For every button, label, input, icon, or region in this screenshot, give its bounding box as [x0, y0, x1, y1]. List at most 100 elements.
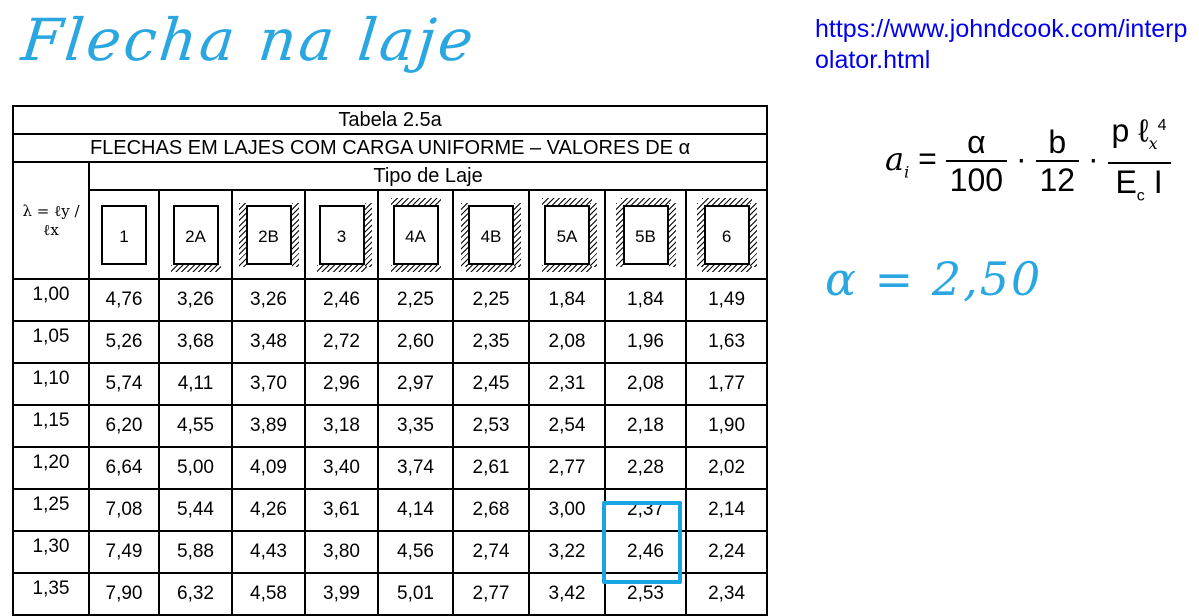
alpha-value: 2,45: [452, 362, 530, 406]
alpha-value: 3,00: [528, 488, 606, 532]
alpha-value: 4,55: [158, 404, 233, 448]
alpha-value: 2,14: [684, 488, 769, 532]
alpha-value: 4,58: [231, 572, 306, 616]
formula-equals: =: [918, 140, 937, 177]
fixed-edge-hatch: [364, 202, 372, 267]
alpha-value: 4,14: [377, 488, 454, 532]
alpha-value: 2,18: [604, 404, 687, 448]
table-row: 1,10 5,74 4,11 3,70 2,96 2,97 2,45 2,31 2,08 1,77: [12, 362, 769, 406]
alpha-value: 3,89: [231, 404, 306, 448]
table-row: 1,15 6,20 4,55 3,89 3,18 3,35 2,53 2,54 2,18 1,90: [12, 404, 769, 448]
alpha-value: 4,09: [231, 446, 306, 490]
fixed-edge-hatch: [749, 202, 757, 267]
alpha-value: 6,64: [88, 446, 160, 490]
lambda-header: λ = ℓy / ℓx: [12, 161, 90, 280]
alpha-value: 2,54: [528, 404, 606, 448]
slab-type-diagram: 5B: [615, 197, 676, 267]
formula-fraction-b: b 12: [1035, 124, 1080, 198]
slab-type-label: 3: [336, 226, 347, 246]
fixed-edge-hatch: [390, 197, 441, 205]
alpha-value: 5,00: [158, 446, 233, 490]
fixed-edge-hatch: [461, 202, 468, 267]
slab-type-diagram: 3: [316, 202, 372, 272]
alpha-value: 2,77: [452, 572, 530, 616]
lambda-value: 1,00: [12, 278, 90, 322]
slab-type-cell: 1: [88, 189, 160, 280]
alpha-value: 2,08: [528, 320, 606, 364]
alpha-value: 4,26: [231, 488, 306, 532]
slab-type-diagram: 2B: [238, 202, 299, 267]
slab-type-cell: 5A: [528, 189, 606, 280]
slab-type-diagram: 2A: [170, 204, 221, 272]
slab-type-label: 2A: [185, 226, 206, 246]
alpha-value: 3,42: [528, 572, 606, 616]
alpha-value: 2,24: [684, 530, 769, 574]
slab-type-label: 5A: [556, 226, 578, 246]
alpha-value: 1,77: [684, 362, 769, 406]
alpha-value: 3,35: [377, 404, 454, 448]
table-row: 1,30 7,49 5,88 4,43 3,80 4,56 2,74 3,22 2,46 2,24: [12, 530, 769, 574]
alpha-value: 5,74: [88, 362, 160, 406]
lambda-value: 1,20: [12, 446, 90, 490]
slab-type-header: Tipo de Laje: [87, 161, 769, 191]
alpha-value: 2,46: [304, 278, 379, 322]
slab-type-diagram: 1: [101, 204, 147, 265]
alpha-value: 2,46: [604, 530, 687, 574]
slab-type-cell: 2B: [231, 189, 306, 280]
slab-type-cell: 2A: [158, 189, 233, 280]
alpha-value: 2,97: [377, 362, 454, 406]
highlight-box: [602, 501, 682, 584]
alpha-value: 5,01: [377, 572, 454, 616]
alpha-value: 4,56: [377, 530, 454, 574]
slab-type-cell: 6: [684, 189, 769, 280]
fixed-edge-hatch: [620, 197, 671, 205]
lambda-value: 1,05: [12, 320, 90, 364]
table-row: 1,00 4,76 3,26 3,26 2,46 2,25 2,25 1,84 1,84 1,49: [12, 278, 769, 322]
alpha-value: 3,18: [304, 404, 379, 448]
lambda-value: 1,10: [12, 362, 90, 406]
formula-fraction-load: p ℓx4 Ec I: [1107, 108, 1171, 214]
slab-type-label: 2B: [258, 226, 279, 246]
table-row: 1,05 5,26 3,68 3,48 2,72 2,60 2,35 2,08 1,96 1,63: [12, 320, 769, 364]
fixed-edge-hatch: [291, 202, 299, 267]
alpha-value: 7,49: [88, 530, 160, 574]
fixed-edge-hatch: [390, 264, 441, 272]
slab-type-label: 4B: [480, 226, 502, 246]
alpha-value: 1,49: [684, 278, 769, 322]
fixed-edge-hatch: [615, 202, 623, 267]
alpha-value: 3,22: [528, 530, 606, 574]
fixed-edge-hatch: [466, 264, 516, 272]
lambda-value: 1,15: [12, 404, 90, 448]
alpha-value: 6,32: [158, 572, 233, 616]
lambda-value: 1,35: [12, 572, 90, 616]
alpha-value: 4,11: [158, 362, 233, 406]
alpha-value: 3,48: [231, 320, 306, 364]
alpha-value: 2,34: [684, 572, 769, 616]
alpha-value: 7,90: [88, 572, 160, 616]
table-caption: Tabela 2.5a: [11, 105, 769, 135]
lambda-value: 1,25: [12, 488, 90, 532]
alpha-value: 1,90: [684, 404, 769, 448]
alpha-value: 2,96: [304, 362, 379, 406]
fixed-edge-hatch: [514, 202, 521, 267]
slab-type-cell: 4A: [377, 189, 454, 280]
alpha-value: 4,76: [88, 278, 160, 322]
alpha-value: 2,60: [377, 320, 454, 364]
alpha-value: 1,84: [528, 278, 606, 322]
alpha-value: 2,25: [377, 278, 454, 322]
fixed-edge-hatch: [542, 264, 592, 272]
alpha-value: 2,25: [452, 278, 530, 322]
alpha-value: 2,08: [604, 362, 687, 406]
slab-type-diagram: 4A: [390, 197, 441, 272]
fixed-edge-hatch: [170, 264, 221, 272]
alpha-value: 3,26: [158, 278, 233, 322]
alpha-value: 2,61: [452, 446, 530, 490]
alpha-value: 2,35: [452, 320, 530, 364]
formula-fraction-alpha: α 100: [945, 124, 1008, 198]
slab-type-diagram: 6: [696, 197, 757, 272]
fixed-edge-hatch: [701, 197, 752, 205]
alpha-value: 2,28: [604, 446, 687, 490]
interpolator-link[interactable]: https://www.johndcook.com/interpolator.h…: [815, 15, 1188, 74]
alpha-value: 4,43: [231, 530, 306, 574]
formula-lhs: ai: [885, 139, 910, 182]
